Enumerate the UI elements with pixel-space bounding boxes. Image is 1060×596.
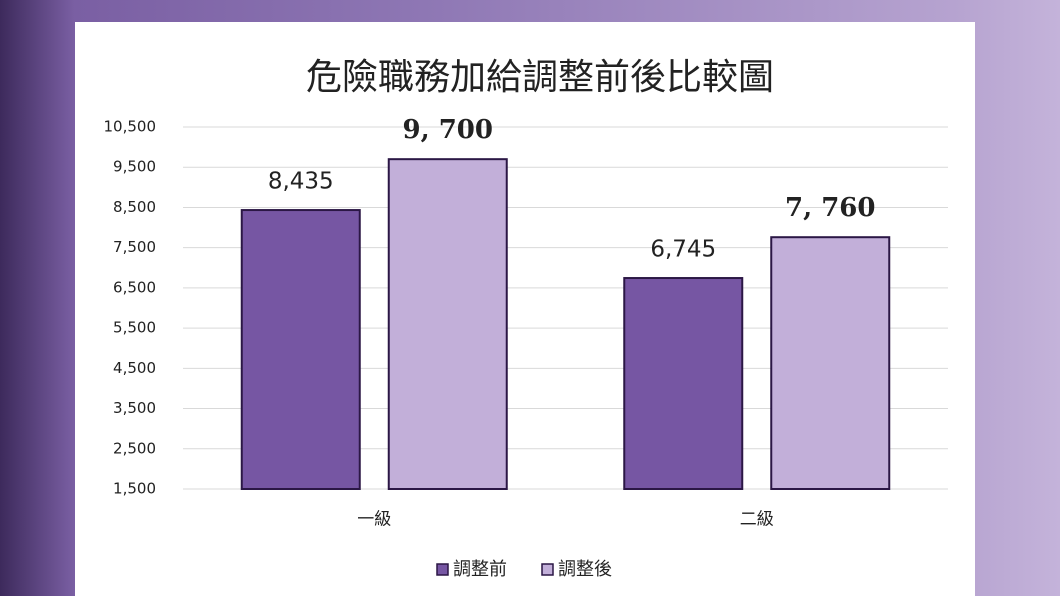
legend-swatch [436,563,449,576]
chart-title: 危險職務加給調整前後比較圖 [306,57,774,98]
value-label: 9, 700 [403,115,493,145]
y-tick-label: 10,500 [104,118,157,136]
y-tick-label: 6,500 [113,278,156,296]
legend-label: 調整前 [453,559,507,580]
value-label: 8,435 [268,169,334,195]
y-tick-label: 2,500 [113,439,156,457]
bar [623,277,744,491]
bar [240,209,361,490]
x-tick-label: 二級 [740,510,774,530]
y-tick-label: 1,500 [113,480,156,498]
value-label: 7, 760 [785,193,875,223]
value-label: 6,745 [650,237,716,263]
legend-label: 調整後 [558,559,612,580]
y-tick-label: 4,500 [113,359,156,377]
y-tick-label: 5,500 [113,319,156,337]
y-tick-label: 3,500 [113,399,156,417]
y-tick-label: 9,500 [113,158,156,176]
y-tick-label: 7,500 [113,238,156,256]
bar [770,236,891,490]
legend-swatch [541,563,554,576]
bar [387,158,508,491]
x-tick-label: 一級 [357,510,391,530]
y-tick-label: 8,500 [113,198,156,216]
